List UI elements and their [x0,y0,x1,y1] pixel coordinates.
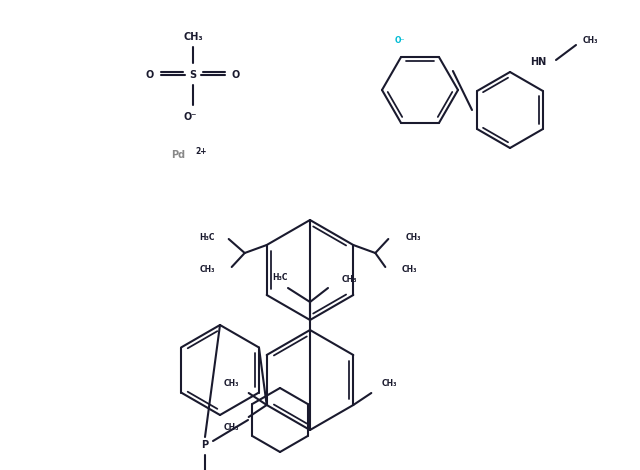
Text: S: S [189,70,196,80]
Text: O⁻: O⁻ [395,36,405,45]
Text: CH₃: CH₃ [223,378,239,387]
Text: CH₃: CH₃ [342,275,358,284]
Text: CH₃: CH₃ [183,32,203,42]
Text: H₃C: H₃C [199,233,214,242]
Text: CH₃: CH₃ [223,423,239,431]
Text: O: O [232,70,240,80]
Text: H₃C: H₃C [273,274,288,282]
Text: O⁻: O⁻ [183,112,196,122]
Text: P: P [202,440,209,450]
Text: HN: HN [530,57,546,67]
Text: CH₃: CH₃ [401,266,417,274]
Text: CH₃: CH₃ [199,266,214,274]
Text: Pd: Pd [171,150,185,160]
Text: O: O [146,70,154,80]
Text: 2+: 2+ [195,147,207,156]
Text: CH₃: CH₃ [582,36,598,45]
Text: CH₃: CH₃ [405,233,421,242]
Text: CH₃: CH₃ [381,378,397,387]
